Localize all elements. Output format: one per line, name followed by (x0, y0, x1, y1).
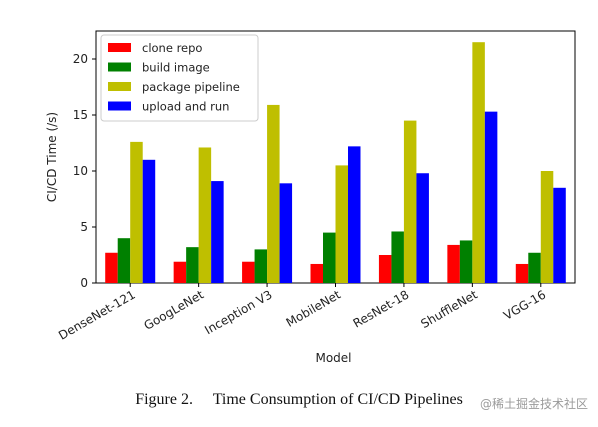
legend-swatch (108, 101, 131, 111)
y-axis-title: CI/CD Time (/s) (45, 112, 59, 202)
y-tick-label: 20 (73, 52, 88, 66)
bar (348, 146, 361, 283)
legend-label: clone repo (142, 41, 202, 55)
bar (211, 181, 224, 283)
x-tick-label: VGG-16 (501, 287, 548, 322)
bar (447, 244, 460, 283)
bar (310, 263, 323, 283)
y-tick-label: 0 (80, 276, 88, 290)
legend-label: upload and run (142, 100, 229, 114)
x-axis-title: Model (315, 351, 351, 365)
bar (403, 120, 417, 283)
x-tick-label: Inception V3 (202, 287, 274, 337)
bar (540, 171, 554, 283)
bar (105, 252, 118, 283)
x-tick-label: GoogLeNet (142, 287, 207, 333)
bar (416, 173, 429, 283)
legend-swatch (108, 62, 131, 72)
x-tick-label: ResNet-18 (351, 287, 412, 330)
bar (323, 232, 336, 283)
y-tick-label: 5 (80, 220, 88, 234)
legend-label: package pipeline (142, 80, 240, 94)
legend-box (100, 34, 259, 122)
bar (254, 249, 268, 283)
bar (378, 255, 392, 283)
bar (142, 159, 156, 283)
legend-swatch (108, 82, 131, 91)
x-tick-label: ShuffleNet (418, 287, 480, 331)
x-tick-label: DenseNet-121 (56, 287, 138, 342)
bar (528, 252, 541, 283)
bar (117, 238, 131, 283)
bar (391, 231, 404, 283)
bar (335, 165, 348, 283)
legend-swatch (108, 43, 131, 52)
bar (515, 263, 529, 283)
bar (186, 247, 199, 283)
bar (553, 187, 566, 283)
bar (279, 183, 293, 283)
bar (267, 104, 280, 283)
bar (242, 261, 255, 283)
bar (484, 111, 498, 283)
bar (173, 261, 187, 283)
bar (130, 141, 143, 283)
y-tick-label: 15 (73, 108, 88, 122)
bar (459, 240, 473, 283)
x-tick-label: MobileNet (284, 287, 344, 329)
bar (198, 147, 212, 283)
legend-label: build image (142, 61, 210, 75)
watermark: @稀土掘金技术社区 (479, 397, 588, 411)
bar (472, 42, 485, 284)
figure-caption: Figure 2. Time Consumption of CI/CD Pipe… (135, 391, 463, 408)
y-tick-label: 10 (73, 164, 88, 178)
